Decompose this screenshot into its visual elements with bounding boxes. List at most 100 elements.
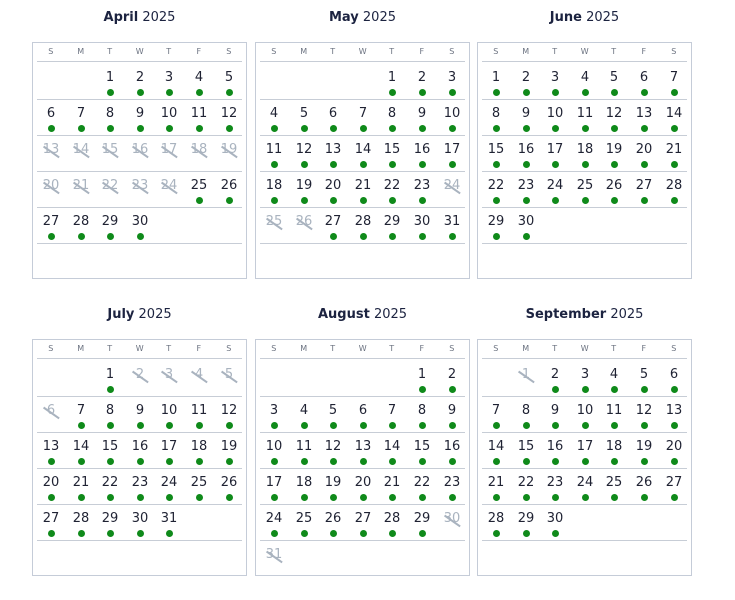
day-available[interactable]: 16 [126, 436, 154, 470]
day-available[interactable]: 4 [290, 400, 318, 434]
day-available[interactable]: 25 [185, 175, 213, 209]
day-available[interactable]: 29 [96, 508, 124, 542]
day-available[interactable]: 10 [571, 400, 599, 434]
day-available[interactable]: 5 [600, 67, 628, 101]
day-available[interactable]: 25 [571, 175, 599, 209]
day-available[interactable]: 18 [290, 472, 318, 506]
day-available[interactable]: 20 [37, 472, 65, 506]
day-available[interactable]: 19 [215, 436, 243, 470]
day-available[interactable]: 5 [215, 67, 243, 101]
day-available[interactable]: 20 [319, 175, 347, 209]
day-available[interactable]: 27 [37, 211, 65, 245]
day-available[interactable]: 8 [482, 103, 510, 137]
day-available[interactable]: 9 [126, 400, 154, 434]
day-available[interactable]: 22 [512, 472, 540, 506]
day-available[interactable]: 6 [319, 103, 347, 137]
day-available[interactable]: 15 [96, 436, 124, 470]
day-available[interactable]: 7 [378, 400, 406, 434]
day-available[interactable]: 13 [630, 103, 658, 137]
day-available[interactable]: 28 [378, 508, 406, 542]
day-available[interactable]: 12 [215, 103, 243, 137]
day-available[interactable]: 29 [408, 508, 436, 542]
day-available[interactable]: 15 [408, 436, 436, 470]
day-available[interactable]: 11 [260, 139, 288, 173]
day-available[interactable]: 14 [378, 436, 406, 470]
day-available[interactable]: 2 [126, 67, 154, 101]
day-available[interactable]: 10 [155, 103, 183, 137]
day-available[interactable]: 29 [512, 508, 540, 542]
day-available[interactable]: 11 [571, 103, 599, 137]
day-available[interactable]: 4 [600, 364, 628, 398]
day-available[interactable]: 9 [438, 400, 466, 434]
day-available[interactable]: 2 [408, 67, 436, 101]
day-available[interactable]: 13 [37, 436, 65, 470]
day-available[interactable]: 23 [541, 472, 569, 506]
day-available[interactable]: 22 [96, 472, 124, 506]
day-available[interactable]: 8 [96, 400, 124, 434]
day-available[interactable]: 30 [408, 211, 436, 245]
day-available[interactable]: 28 [660, 175, 688, 209]
day-available[interactable]: 7 [67, 103, 95, 137]
day-available[interactable]: 4 [260, 103, 288, 137]
day-available[interactable]: 26 [319, 508, 347, 542]
day-available[interactable]: 11 [290, 436, 318, 470]
day-available[interactable]: 26 [215, 175, 243, 209]
day-available[interactable]: 15 [512, 436, 540, 470]
day-available[interactable]: 7 [67, 400, 95, 434]
day-available[interactable]: 21 [67, 472, 95, 506]
day-available[interactable]: 25 [290, 508, 318, 542]
day-available[interactable]: 16 [408, 139, 436, 173]
day-available[interactable]: 31 [155, 508, 183, 542]
day-available[interactable]: 24 [155, 472, 183, 506]
day-available[interactable]: 27 [660, 472, 688, 506]
day-available[interactable]: 10 [260, 436, 288, 470]
day-available[interactable]: 9 [126, 103, 154, 137]
day-available[interactable]: 26 [600, 175, 628, 209]
day-available[interactable]: 30 [126, 211, 154, 245]
day-available[interactable]: 8 [512, 400, 540, 434]
day-available[interactable]: 7 [482, 400, 510, 434]
day-available[interactable]: 1 [408, 364, 436, 398]
day-available[interactable]: 10 [438, 103, 466, 137]
day-available[interactable]: 13 [660, 400, 688, 434]
day-available[interactable]: 23 [438, 472, 466, 506]
day-available[interactable]: 1 [96, 364, 124, 398]
day-available[interactable]: 13 [349, 436, 377, 470]
day-available[interactable]: 22 [482, 175, 510, 209]
day-available[interactable]: 16 [512, 139, 540, 173]
day-available[interactable]: 2 [541, 364, 569, 398]
day-available[interactable]: 14 [482, 436, 510, 470]
day-available[interactable]: 17 [438, 139, 466, 173]
day-available[interactable]: 6 [349, 400, 377, 434]
day-available[interactable]: 8 [408, 400, 436, 434]
day-available[interactable]: 1 [378, 67, 406, 101]
day-available[interactable]: 15 [378, 139, 406, 173]
day-available[interactable]: 30 [126, 508, 154, 542]
day-available[interactable]: 12 [630, 400, 658, 434]
day-available[interactable]: 5 [630, 364, 658, 398]
day-available[interactable]: 29 [482, 211, 510, 245]
day-available[interactable]: 12 [319, 436, 347, 470]
day-available[interactable]: 29 [96, 211, 124, 245]
day-available[interactable]: 29 [378, 211, 406, 245]
day-available[interactable]: 4 [571, 67, 599, 101]
day-available[interactable]: 31 [438, 211, 466, 245]
day-available[interactable]: 17 [155, 436, 183, 470]
day-available[interactable]: 24 [541, 175, 569, 209]
day-available[interactable]: 11 [185, 103, 213, 137]
day-available[interactable]: 23 [512, 175, 540, 209]
day-available[interactable]: 27 [630, 175, 658, 209]
day-available[interactable]: 2 [438, 364, 466, 398]
day-available[interactable]: 19 [630, 436, 658, 470]
day-available[interactable]: 1 [482, 67, 510, 101]
day-available[interactable]: 18 [600, 436, 628, 470]
day-available[interactable]: 10 [541, 103, 569, 137]
day-available[interactable]: 23 [408, 175, 436, 209]
day-available[interactable]: 20 [660, 436, 688, 470]
day-available[interactable]: 9 [512, 103, 540, 137]
day-available[interactable]: 17 [571, 436, 599, 470]
day-available[interactable]: 12 [290, 139, 318, 173]
day-available[interactable]: 3 [155, 67, 183, 101]
day-available[interactable]: 28 [482, 508, 510, 542]
day-available[interactable]: 21 [378, 472, 406, 506]
